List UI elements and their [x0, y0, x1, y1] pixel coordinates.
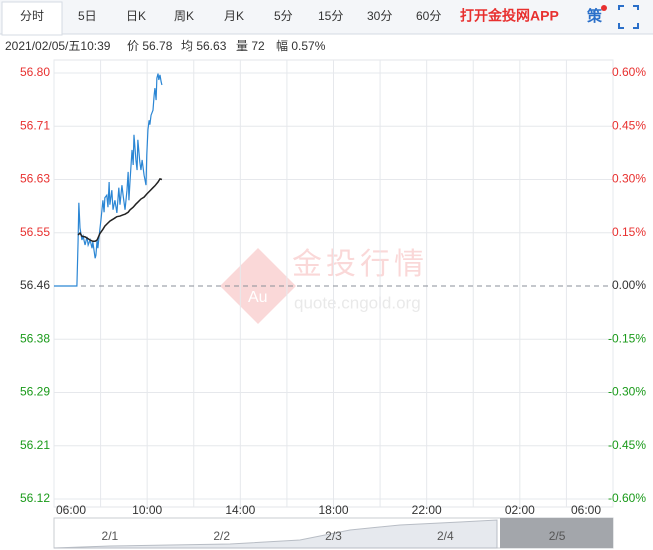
x-tick-label: 22:00: [412, 503, 442, 517]
x-tick-label: 10:00: [132, 503, 162, 517]
x-tick-label: 06:00: [56, 503, 86, 517]
strategy-button[interactable]: 策: [586, 7, 603, 25]
x-tick-label: 14:00: [225, 503, 255, 517]
badge-dot: [601, 5, 607, 11]
y2-tick-label: -0.30%: [608, 385, 646, 399]
tab[interactable]: 分时: [20, 9, 44, 23]
info-avg: 均 56.63: [181, 39, 227, 53]
watermark-logo: Au: [248, 289, 268, 306]
y2-tick-label: 0.15%: [612, 225, 646, 239]
y2-tick-label: 0.60%: [612, 65, 646, 79]
y-tick-label: 56.46: [20, 278, 50, 292]
tab[interactable]: 60分: [416, 9, 441, 23]
info-time: 2021/02/05/五10:39: [5, 39, 111, 53]
tab[interactable]: 月K: [224, 9, 244, 23]
y-tick-label: 56.21: [20, 438, 50, 452]
series-line: [54, 73, 163, 287]
y2-tick-label: -0.45%: [608, 438, 646, 452]
info-change: 幅 0.57%: [276, 38, 326, 53]
navigator-selection[interactable]: [500, 518, 613, 548]
watermark-name: 金投行情: [292, 248, 428, 281]
info-volume: 量 72: [236, 39, 265, 53]
x-tick-label: 18:00: [318, 503, 348, 517]
navigator-label: 2/2: [213, 529, 230, 543]
watermark-logo-shape: [220, 248, 296, 324]
tab[interactable]: 日K: [126, 9, 146, 23]
y-tick-label: 56.38: [20, 331, 50, 345]
y2-tick-label: 0.45%: [612, 118, 646, 132]
watermark: Au 金投行情 quote.cngold.org: [220, 248, 428, 324]
navigator-line: [53, 519, 498, 549]
x-tick-label: 02:00: [505, 503, 535, 517]
watermark-url: quote.cngold.org: [294, 293, 421, 312]
tab[interactable]: 周K: [174, 9, 194, 23]
y2-tick-label: 0.30%: [612, 172, 646, 186]
y-tick-label: 56.80: [20, 65, 50, 79]
y-tick-label: 56.71: [20, 118, 50, 132]
tab[interactable]: 5分: [274, 9, 293, 23]
grid: [53, 59, 614, 508]
info-price: 价 56.78: [127, 39, 173, 53]
app-link[interactable]: 打开金投网APP: [460, 8, 559, 24]
navigator-label: 2/5: [549, 529, 566, 543]
tab-active: [1, 1, 63, 36]
tab[interactable]: 5日: [78, 9, 97, 23]
navigator-label: 2/3: [325, 529, 342, 543]
y-tick-label: 56.55: [20, 225, 50, 239]
tab[interactable]: 15分: [318, 9, 343, 23]
y2-tick-label: -0.15%: [608, 331, 646, 345]
y-tick-label: 56.29: [20, 385, 50, 399]
y2-tick-label: 0.00%: [612, 278, 646, 292]
y-tick-label: 56.63: [20, 172, 50, 186]
y-tick-label: 56.12: [20, 491, 50, 505]
navigator-label: 2/1: [102, 529, 119, 543]
series-line: [77, 177, 163, 243]
y2-tick-label: -0.60%: [608, 491, 646, 505]
x-tick-label: 06:00: [571, 503, 601, 517]
tab[interactable]: 30分: [367, 9, 392, 23]
tab-bar: [0, 0, 653, 34]
fullscreen-button[interactable]: [618, 5, 639, 29]
navigator-label: 2/4: [437, 529, 454, 543]
